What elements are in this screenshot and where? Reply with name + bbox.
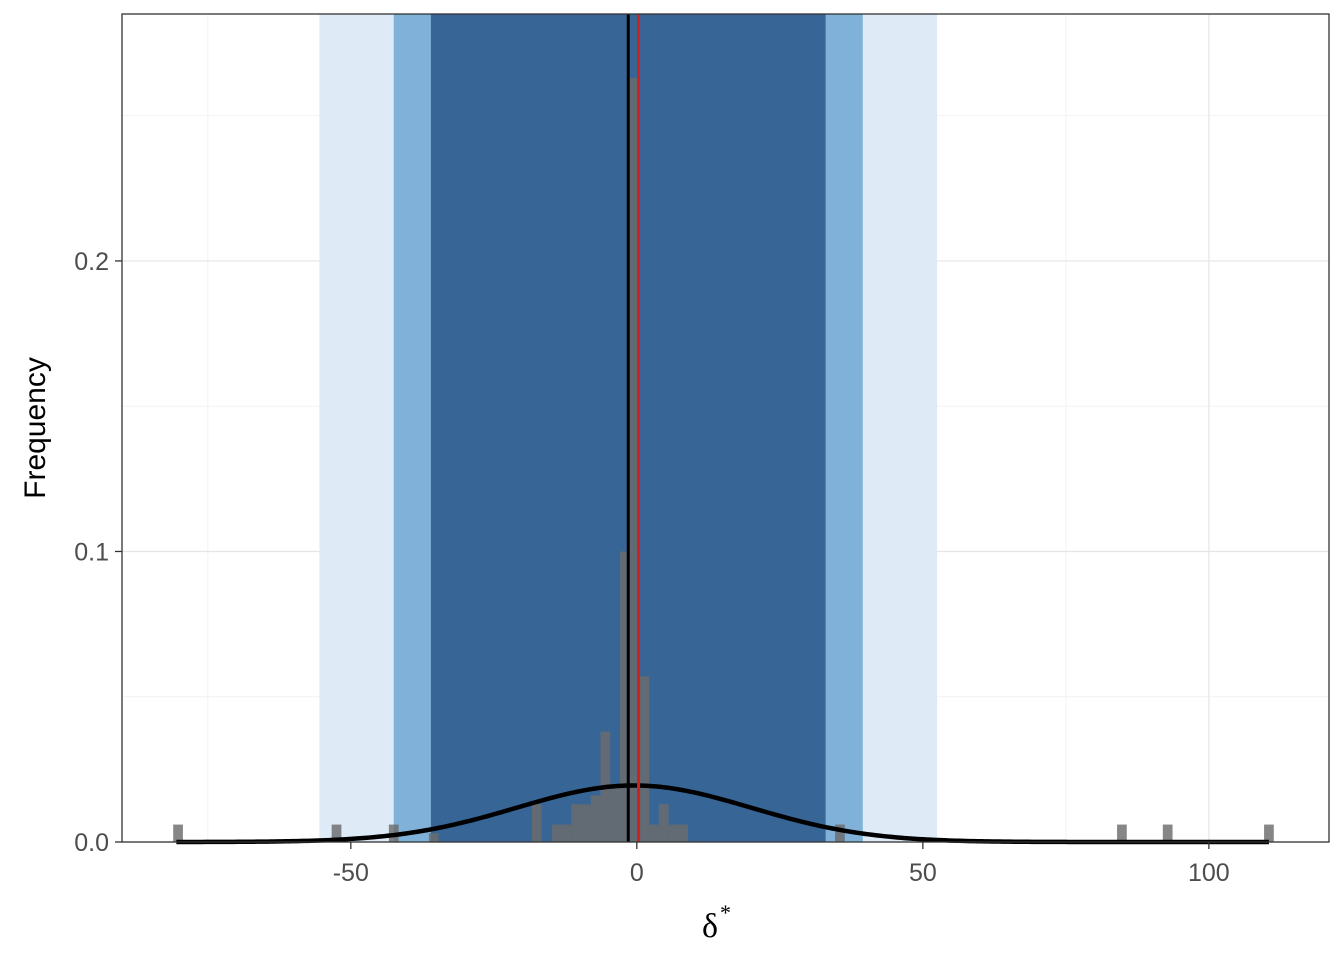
histogram-bar bbox=[1162, 824, 1173, 842]
histogram-bar bbox=[619, 551, 630, 842]
y-tick-label: 0.0 bbox=[74, 829, 109, 857]
histogram-bar bbox=[173, 824, 183, 842]
histogram-bar bbox=[571, 804, 582, 842]
histogram-bar bbox=[581, 804, 591, 842]
histogram-bar bbox=[639, 676, 650, 842]
y-tick-label: 0.2 bbox=[74, 248, 109, 276]
histogram-bar bbox=[835, 824, 845, 842]
histogram-bar bbox=[531, 804, 542, 842]
histogram-bar bbox=[428, 833, 439, 842]
histogram-bar bbox=[678, 824, 689, 842]
histogram-bar bbox=[331, 824, 342, 842]
histogram-bar bbox=[649, 824, 659, 842]
x-tick-label: 0 bbox=[630, 859, 644, 887]
panel-border bbox=[121, 13, 1330, 843]
x-tick-label: 50 bbox=[909, 859, 937, 887]
reference-lines bbox=[626, 14, 641, 842]
y-axis-title: Frequency bbox=[19, 357, 52, 499]
histogram-bar bbox=[590, 795, 601, 842]
histogram-bar bbox=[551, 824, 562, 842]
histogram-bar bbox=[1264, 824, 1274, 842]
histogram-bar bbox=[610, 783, 620, 842]
y-axis: 0.0 0.1 0.2 bbox=[74, 248, 122, 857]
x-tick-label: 100 bbox=[1188, 859, 1230, 887]
x-tick-label: -50 bbox=[333, 859, 369, 887]
histogram-bar bbox=[658, 804, 669, 842]
histogram-bar bbox=[629, 77, 640, 843]
x-axis-title: δ bbox=[702, 908, 718, 945]
y-tick-label: 0.1 bbox=[74, 538, 109, 566]
histogram-bar bbox=[668, 824, 679, 842]
histogram-bar bbox=[561, 824, 572, 842]
histogram-bar bbox=[1117, 824, 1127, 842]
x-axis: -50 0 50 100 bbox=[333, 842, 1230, 887]
x-axis-title-main: δ bbox=[702, 908, 718, 945]
x-axis-title-superscript: * bbox=[720, 900, 731, 925]
